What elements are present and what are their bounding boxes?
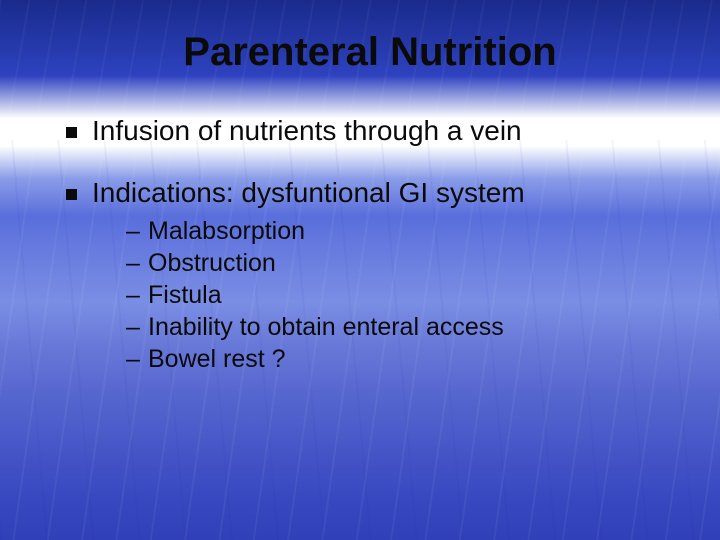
bullet-item: Infusion of nutrients through a vein <box>64 115 680 147</box>
sub-text: Malabsorption <box>148 217 305 245</box>
bullet-text: Infusion of nutrients through a vein <box>92 115 522 146</box>
sub-list: Malabsorption Obstruction Fistula Inabil… <box>126 217 680 374</box>
sub-text: Inability to obtain enteral access <box>148 313 504 341</box>
sub-item: Malabsorption <box>126 217 680 246</box>
sub-item: Fistula <box>126 281 680 310</box>
slide-title: Parenteral Nutrition <box>60 30 680 75</box>
bullet-item: Indications: dysfuntional GI system Mala… <box>64 177 680 374</box>
sub-item: Inability to obtain enteral access <box>126 313 680 342</box>
bullet-text: Indications: dysfuntional GI system <box>92 177 525 208</box>
bullet-list: Infusion of nutrients through a vein Ind… <box>64 115 680 374</box>
sub-text: Bowel rest ? <box>148 345 286 373</box>
sub-text: Obstruction <box>148 249 276 277</box>
sub-item: Obstruction <box>126 249 680 278</box>
slide: Parenteral Nutrition Infusion of nutrien… <box>0 0 720 540</box>
sub-text: Fistula <box>148 281 222 309</box>
sub-item: Bowel rest ? <box>126 345 680 374</box>
